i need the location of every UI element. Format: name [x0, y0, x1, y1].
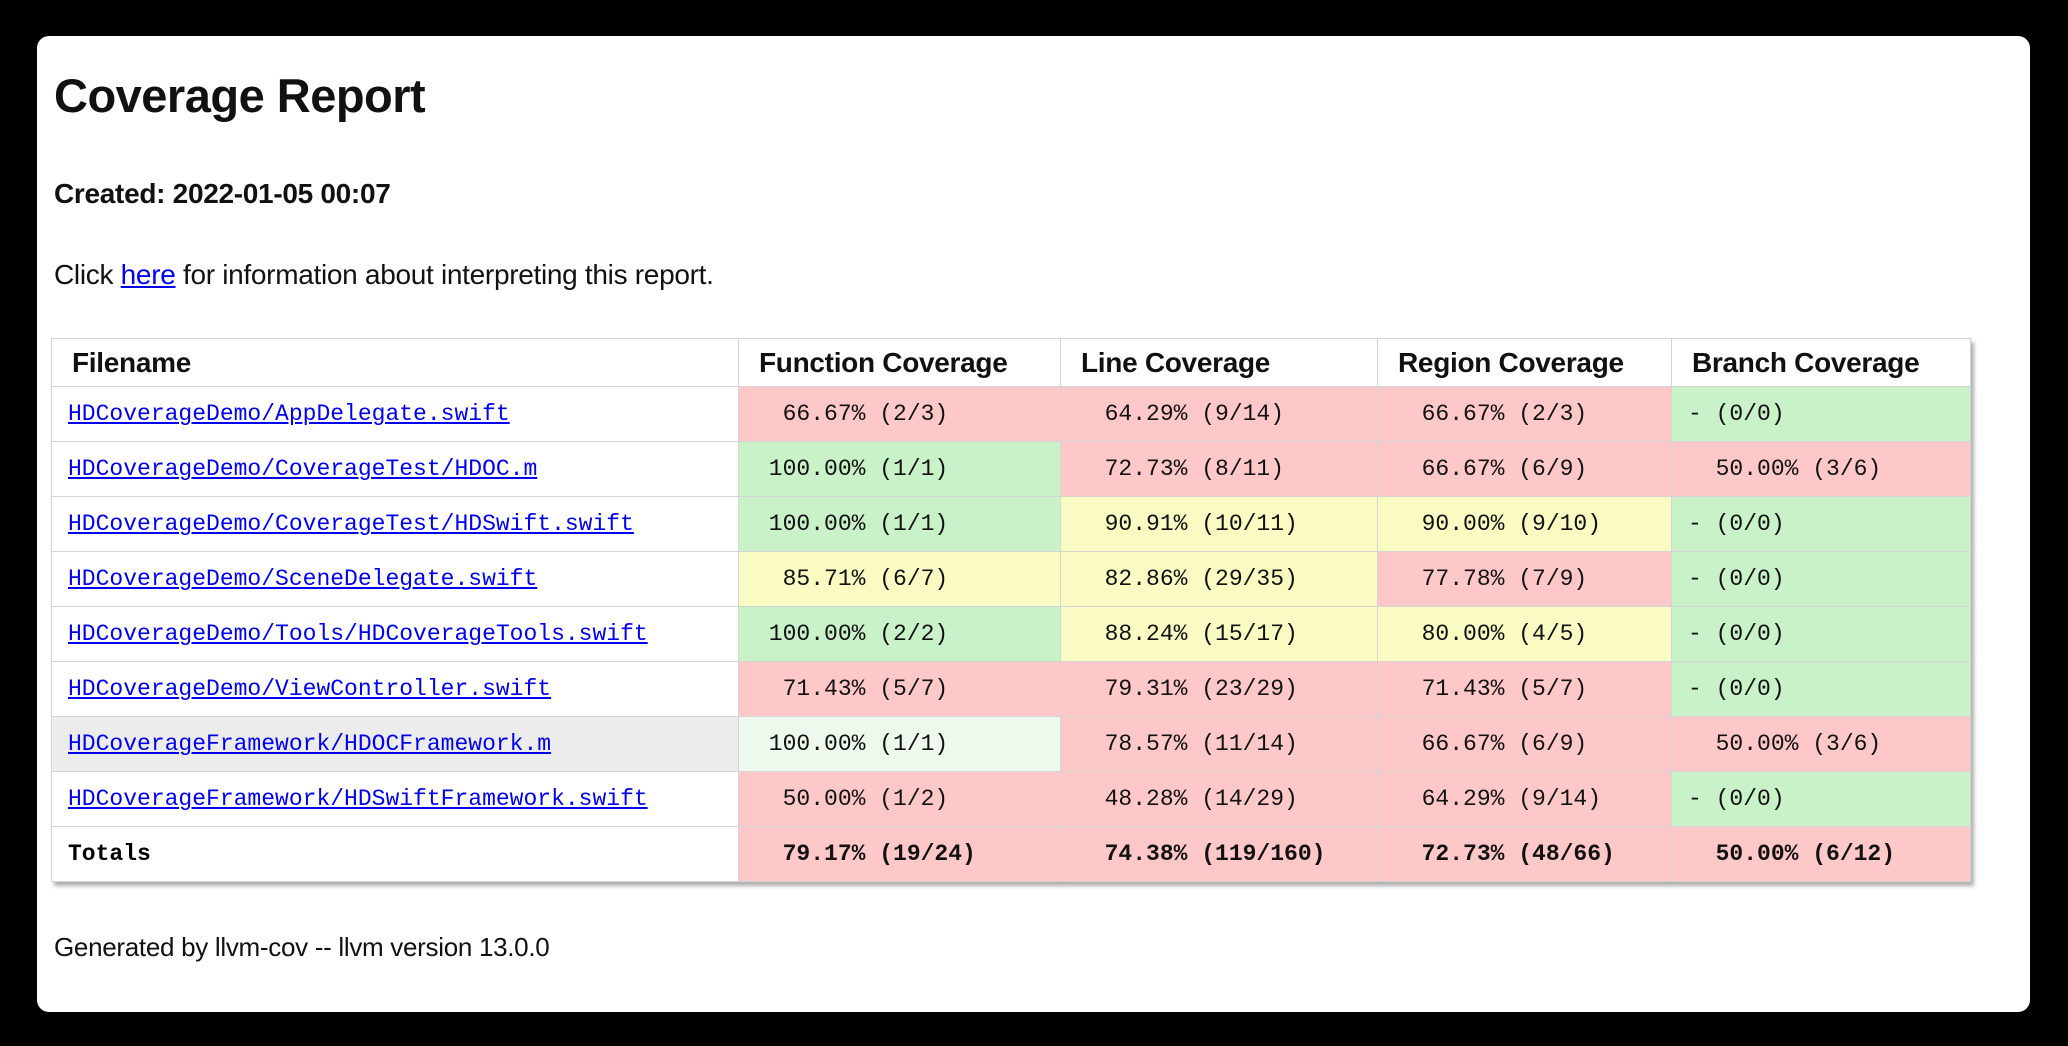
- info-line: Click here for information about interpr…: [54, 257, 2030, 292]
- report-card: Coverage Report Created: 2022-01-05 00:0…: [37, 36, 2030, 1012]
- filename-cell: HDCoverageDemo/AppDelegate.swift: [51, 386, 739, 443]
- file-link[interactable]: HDCoverageFramework/HDSwiftFramework.swi…: [68, 786, 648, 813]
- column-header-line-coverage: Line Coverage: [1060, 338, 1378, 388]
- region-coverage-cell: 66.67% (2/3): [1377, 386, 1672, 443]
- filename-cell: HDCoverageFramework/HDSwiftFramework.swi…: [51, 771, 739, 828]
- filename-cell: HDCoverageDemo/SceneDelegate.swift: [51, 551, 739, 608]
- line-coverage-cell: 72.73% (8/11): [1060, 441, 1378, 498]
- region-coverage-cell: 64.29% (9/14): [1377, 771, 1672, 828]
- totals-region-coverage-cell: 72.73% (48/66): [1377, 826, 1672, 883]
- table-header-row: Filename Function Coverage Line Coverage…: [51, 338, 1971, 388]
- totals-branch-coverage-cell: 50.00% (6/12): [1671, 826, 1971, 883]
- table-row: HDCoverageDemo/SceneDelegate.swift 85.71…: [51, 551, 1971, 608]
- table-row-hovered: HDCoverageFramework/HDOCFramework.m 100.…: [51, 716, 1971, 773]
- filename-cell: HDCoverageFramework/HDOCFramework.m: [51, 716, 739, 773]
- region-coverage-cell: 71.43% (5/7): [1377, 661, 1672, 718]
- file-link[interactable]: HDCoverageDemo/SceneDelegate.swift: [68, 566, 538, 593]
- line-coverage-cell: 48.28% (14/29): [1060, 771, 1378, 828]
- column-header-function-coverage: Function Coverage: [738, 338, 1061, 388]
- interpreting-info-link[interactable]: here: [120, 259, 176, 291]
- function-coverage-cell: 85.71% (6/7): [738, 551, 1061, 608]
- info-prefix: Click: [54, 259, 121, 291]
- table-row: HDCoverageDemo/CoverageTest/HDOC.m 100.0…: [51, 441, 1971, 498]
- function-coverage-cell: 100.00% (1/1): [738, 716, 1061, 773]
- filename-cell: HDCoverageDemo/Tools/HDCoverageTools.swi…: [51, 606, 739, 663]
- coverage-table: Filename Function Coverage Line Coverage…: [51, 338, 1971, 883]
- region-coverage-cell: 66.67% (6/9): [1377, 441, 1672, 498]
- region-coverage-cell: 66.67% (6/9): [1377, 716, 1672, 773]
- region-coverage-cell: 77.78% (7/9): [1377, 551, 1672, 608]
- generator-footer: Generated by llvm-cov -- llvm version 13…: [54, 932, 550, 963]
- region-coverage-cell: 80.00% (4/5): [1377, 606, 1672, 663]
- file-link[interactable]: HDCoverageDemo/AppDelegate.swift: [68, 401, 510, 428]
- filename-cell: HDCoverageDemo/ViewController.swift: [51, 661, 739, 718]
- created-timestamp: Created: 2022-01-05 00:07: [54, 178, 391, 210]
- branch-coverage-cell: - (0/0): [1671, 551, 1971, 608]
- column-header-branch-coverage: Branch Coverage: [1671, 338, 1971, 388]
- totals-function-coverage-cell: 79.17% (19/24): [738, 826, 1061, 883]
- region-coverage-cell: 90.00% (9/10): [1377, 496, 1672, 553]
- page-title: Coverage Report: [54, 69, 426, 122]
- filename-cell: HDCoverageDemo/CoverageTest/HDSwift.swif…: [51, 496, 739, 553]
- function-coverage-cell: 50.00% (1/2): [738, 771, 1061, 828]
- branch-coverage-cell: - (0/0): [1671, 661, 1971, 718]
- table-row: HDCoverageDemo/AppDelegate.swift 66.67% …: [51, 386, 1971, 443]
- function-coverage-cell: 100.00% (1/1): [738, 441, 1061, 498]
- branch-coverage-cell: 50.00% (3/6): [1671, 441, 1971, 498]
- filename-cell: HDCoverageDemo/CoverageTest/HDOC.m: [51, 441, 739, 498]
- function-coverage-cell: 100.00% (1/1): [738, 496, 1061, 553]
- table-row: HDCoverageFramework/HDSwiftFramework.swi…: [51, 771, 1971, 828]
- line-coverage-cell: 88.24% (15/17): [1060, 606, 1378, 663]
- branch-coverage-cell: - (0/0): [1671, 771, 1971, 828]
- branch-coverage-cell: - (0/0): [1671, 606, 1971, 663]
- column-header-filename: Filename: [51, 338, 739, 388]
- file-link[interactable]: HDCoverageDemo/CoverageTest/HDSwift.swif…: [68, 511, 634, 538]
- function-coverage-cell: 100.00% (2/2): [738, 606, 1061, 663]
- totals-row: Totals 79.17% (19/24) 74.38% (119/160) 7…: [51, 826, 1971, 883]
- branch-coverage-cell: 50.00% (3/6): [1671, 716, 1971, 773]
- table-row: HDCoverageDemo/CoverageTest/HDSwift.swif…: [51, 496, 1971, 553]
- info-suffix: for information about interpreting this …: [175, 259, 714, 291]
- column-header-region-coverage: Region Coverage: [1377, 338, 1672, 388]
- line-coverage-cell: 82.86% (29/35): [1060, 551, 1378, 608]
- branch-coverage-cell: - (0/0): [1671, 496, 1971, 553]
- line-coverage-cell: 78.57% (11/14): [1060, 716, 1378, 773]
- file-link[interactable]: HDCoverageDemo/ViewController.swift: [68, 676, 552, 703]
- totals-line-coverage-cell: 74.38% (119/160): [1060, 826, 1378, 883]
- table-row: HDCoverageDemo/ViewController.swift 71.4…: [51, 661, 1971, 718]
- line-coverage-cell: 79.31% (23/29): [1060, 661, 1378, 718]
- file-link[interactable]: HDCoverageDemo/CoverageTest/HDOC.m: [68, 456, 538, 483]
- line-coverage-cell: 90.91% (10/11): [1060, 496, 1378, 553]
- branch-coverage-cell: - (0/0): [1671, 386, 1971, 443]
- file-link[interactable]: HDCoverageDemo/Tools/HDCoverageTools.swi…: [68, 621, 648, 648]
- line-coverage-cell: 64.29% (9/14): [1060, 386, 1378, 443]
- table-row: HDCoverageDemo/Tools/HDCoverageTools.swi…: [51, 606, 1971, 663]
- function-coverage-cell: 66.67% (2/3): [738, 386, 1061, 443]
- totals-label-cell: Totals: [51, 826, 739, 883]
- function-coverage-cell: 71.43% (5/7): [738, 661, 1061, 718]
- file-link[interactable]: HDCoverageFramework/HDOCFramework.m: [68, 731, 552, 758]
